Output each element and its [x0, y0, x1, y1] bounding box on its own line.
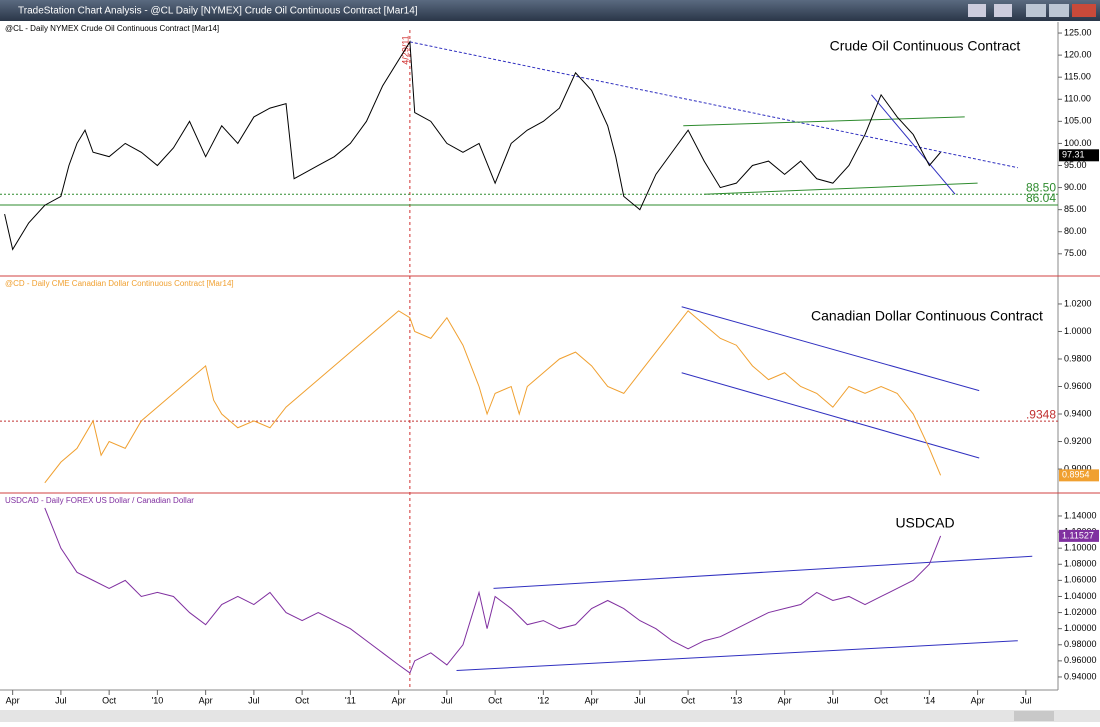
- scrollbar[interactable]: [0, 710, 1100, 722]
- x-tick-label: Apr: [971, 695, 985, 705]
- price-line: [44, 507, 942, 674]
- trendline: [683, 116, 965, 127]
- y-tick-label: 120.00: [1064, 49, 1092, 59]
- last-price-box: [1059, 469, 1099, 482]
- last-price-label: 0.8954: [1062, 470, 1090, 480]
- y-tick-label: 0.98000: [1064, 639, 1097, 649]
- chart-subtitle: @CD - Daily CME Canadian Dollar Continuo…: [5, 279, 234, 288]
- x-tick-label: Oct: [681, 695, 696, 705]
- trendline: [704, 182, 978, 195]
- y-tick-label: 95.00: [1064, 160, 1087, 170]
- last-price-label: 1.11527: [1062, 530, 1094, 540]
- trendline: [409, 41, 1018, 169]
- y-tick-label: 80.00: [1064, 226, 1087, 236]
- y-tick-label: 0.94000: [1064, 671, 1097, 681]
- y-tick-label: 0.9600: [1064, 381, 1092, 391]
- y-tick-label: 100.00: [1064, 138, 1092, 148]
- chart-title: USDCAD: [895, 515, 954, 531]
- trendline: [456, 640, 1018, 672]
- maximize[interactable]: [1049, 4, 1069, 17]
- y-tick-label: 90.00: [1064, 182, 1087, 192]
- i-button[interactable]: [994, 4, 1012, 17]
- y-tick-label: 1.0000: [1064, 326, 1092, 336]
- y-tick-label: 85.00: [1064, 204, 1087, 214]
- last-price-box: [1059, 529, 1099, 542]
- y-tick-label: 0.9200: [1064, 436, 1092, 446]
- x-tick-label: '10: [152, 695, 164, 705]
- x-tick-label: Apr: [585, 695, 599, 705]
- scroll-thumb[interactable]: [1014, 711, 1054, 721]
- x-tick-label: Oct: [874, 695, 889, 705]
- x-tick-label: '11: [345, 695, 356, 705]
- minimize[interactable]: [1026, 4, 1046, 17]
- price-line: [44, 310, 942, 484]
- trendline: [681, 306, 980, 392]
- y-tick-label: 0.96000: [1064, 655, 1097, 665]
- x-tick-label: Apr: [778, 695, 792, 705]
- y-tick-label: 125.00: [1064, 27, 1092, 37]
- y-tick-label: 1.02000: [1064, 607, 1097, 617]
- price-line: [4, 40, 941, 251]
- chart-subtitle: @CL - Daily NYMEX Crude Oil Continuous C…: [5, 24, 219, 33]
- x-tick-label: '14: [923, 695, 935, 705]
- trendline: [871, 94, 956, 195]
- x-tick-label: Oct: [488, 695, 503, 705]
- x-tick-label: Jul: [248, 695, 260, 705]
- y-tick-label: 0.9800: [1064, 353, 1092, 363]
- close[interactable]: [1072, 4, 1096, 17]
- window-title: TradeStation Chart Analysis - @CL Daily …: [18, 6, 418, 17]
- x-tick-label: Jul: [441, 695, 453, 705]
- horizontal-line-label: .9348: [1026, 407, 1056, 421]
- y-tick-label: 105.00: [1064, 116, 1092, 126]
- y-tick-label: 1.06000: [1064, 575, 1097, 585]
- s-button[interactable]: [968, 4, 986, 17]
- x-tick-label: '12: [537, 695, 549, 705]
- horizontal-line-label: 88.50: [1026, 180, 1056, 194]
- chart-subtitle: USDCAD - Daily FOREX US Dollar / Canadia…: [5, 496, 194, 505]
- y-tick-label: 1.04000: [1064, 591, 1097, 601]
- x-tick-label: Apr: [392, 695, 406, 705]
- last-price-label: 97.31: [1062, 150, 1085, 160]
- x-tick-label: Jul: [827, 695, 839, 705]
- x-tick-label: Jul: [1020, 695, 1032, 705]
- y-tick-label: 75.00: [1064, 248, 1087, 258]
- trendline: [493, 555, 1033, 589]
- x-tick-label: Oct: [102, 695, 117, 705]
- horizontal-line-label: 86.04: [1026, 191, 1056, 205]
- y-tick-label: 1.14000: [1064, 510, 1097, 520]
- y-tick-label: 1.08000: [1064, 559, 1097, 569]
- y-tick-label: 110.00: [1064, 94, 1091, 104]
- title-bar: [0, 0, 1100, 21]
- y-tick-label: 1.00000: [1064, 623, 1097, 633]
- x-tick-label: Jul: [634, 695, 646, 705]
- chart-title: Crude Oil Continuous Contract: [830, 38, 1021, 54]
- y-tick-label: 115.00: [1064, 72, 1091, 82]
- x-tick-label: Apr: [6, 695, 20, 705]
- x-tick-label: Jul: [55, 695, 67, 705]
- last-price-box: [1059, 149, 1099, 162]
- y-tick-label: 1.10000: [1064, 543, 1097, 553]
- y-tick-label: 1.0200: [1064, 298, 1092, 308]
- trendline: [681, 372, 980, 459]
- y-tick-label: 0.9000: [1064, 463, 1092, 473]
- chart-title: Canadian Dollar Continuous Contract: [811, 308, 1043, 324]
- y-tick-label: 0.9400: [1064, 408, 1092, 418]
- x-tick-label: Oct: [295, 695, 310, 705]
- x-tick-label: Apr: [199, 695, 213, 705]
- x-tick-label: '13: [730, 695, 742, 705]
